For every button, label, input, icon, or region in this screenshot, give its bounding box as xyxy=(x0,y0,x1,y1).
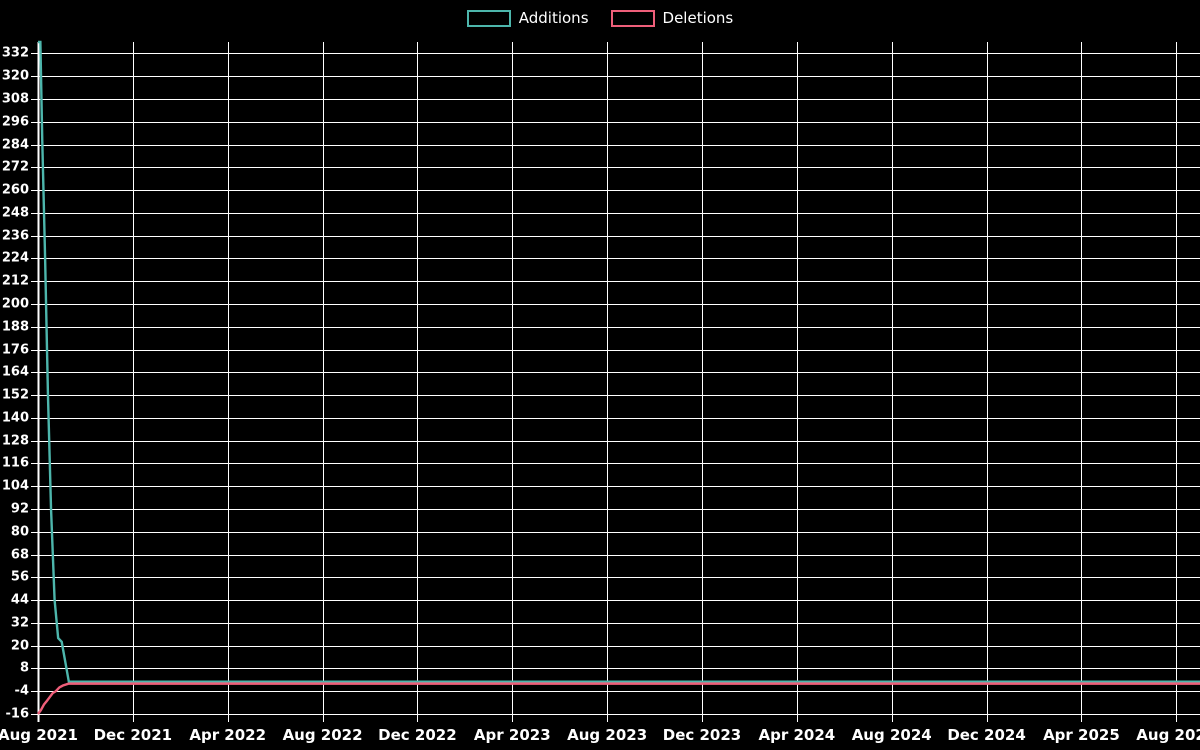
legend-entry-deletions[interactable]: Deletions xyxy=(610,9,734,27)
legend-swatch-additions-icon xyxy=(466,9,511,27)
horizontal-gridlines xyxy=(38,52,1200,716)
vertical-gridlines xyxy=(132,42,1178,714)
plot-area: 332 320 308 296 284 272 260 248 236 224 212 200 188 1… xyxy=(0,36,1200,750)
plot-canvas xyxy=(31,40,1200,722)
y-tick-marks xyxy=(31,52,38,716)
x-tick-marks xyxy=(37,714,1178,722)
series-line-additions xyxy=(38,40,1200,683)
legend-label-deletions: Deletions xyxy=(662,9,734,27)
data-series-layer xyxy=(37,40,1200,715)
chart-legend: Additions Deletions xyxy=(0,0,1200,36)
legend-entry-additions[interactable]: Additions xyxy=(466,9,589,27)
series-line-deletions xyxy=(37,682,1200,715)
legend-swatch-deletions-icon xyxy=(610,9,655,27)
legend-label-additions: Additions xyxy=(518,9,589,27)
